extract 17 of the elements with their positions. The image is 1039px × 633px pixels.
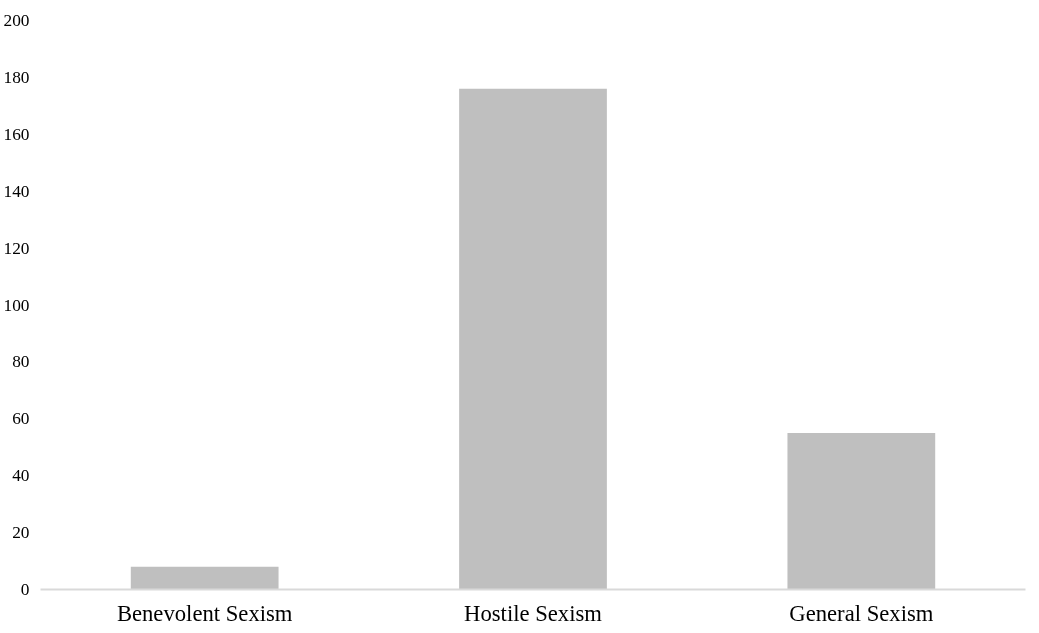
bar	[787, 433, 936, 590]
x-tick-label: Benevolent Sexism	[116, 600, 293, 626]
y-tick-label: 120	[3, 238, 30, 258]
y-tick-label: 60	[12, 409, 30, 429]
y-tick-label: 160	[3, 124, 30, 144]
y-tick-label: 200	[3, 11, 30, 30]
y-tick-label: 140	[3, 181, 30, 201]
y-tick-label: 20	[12, 523, 30, 543]
y-tick-label: 80	[12, 352, 30, 372]
y-tick-label: 180	[3, 67, 30, 87]
y-tick-label: 0	[20, 580, 30, 599]
x-tick-label: Hostile Sexism	[464, 600, 603, 626]
x-tick-label: General Sexism	[789, 600, 934, 626]
y-tick-label: 40	[12, 466, 30, 486]
y-tick-label: 100	[3, 295, 30, 315]
bar	[130, 566, 279, 590]
bar	[459, 88, 607, 590]
